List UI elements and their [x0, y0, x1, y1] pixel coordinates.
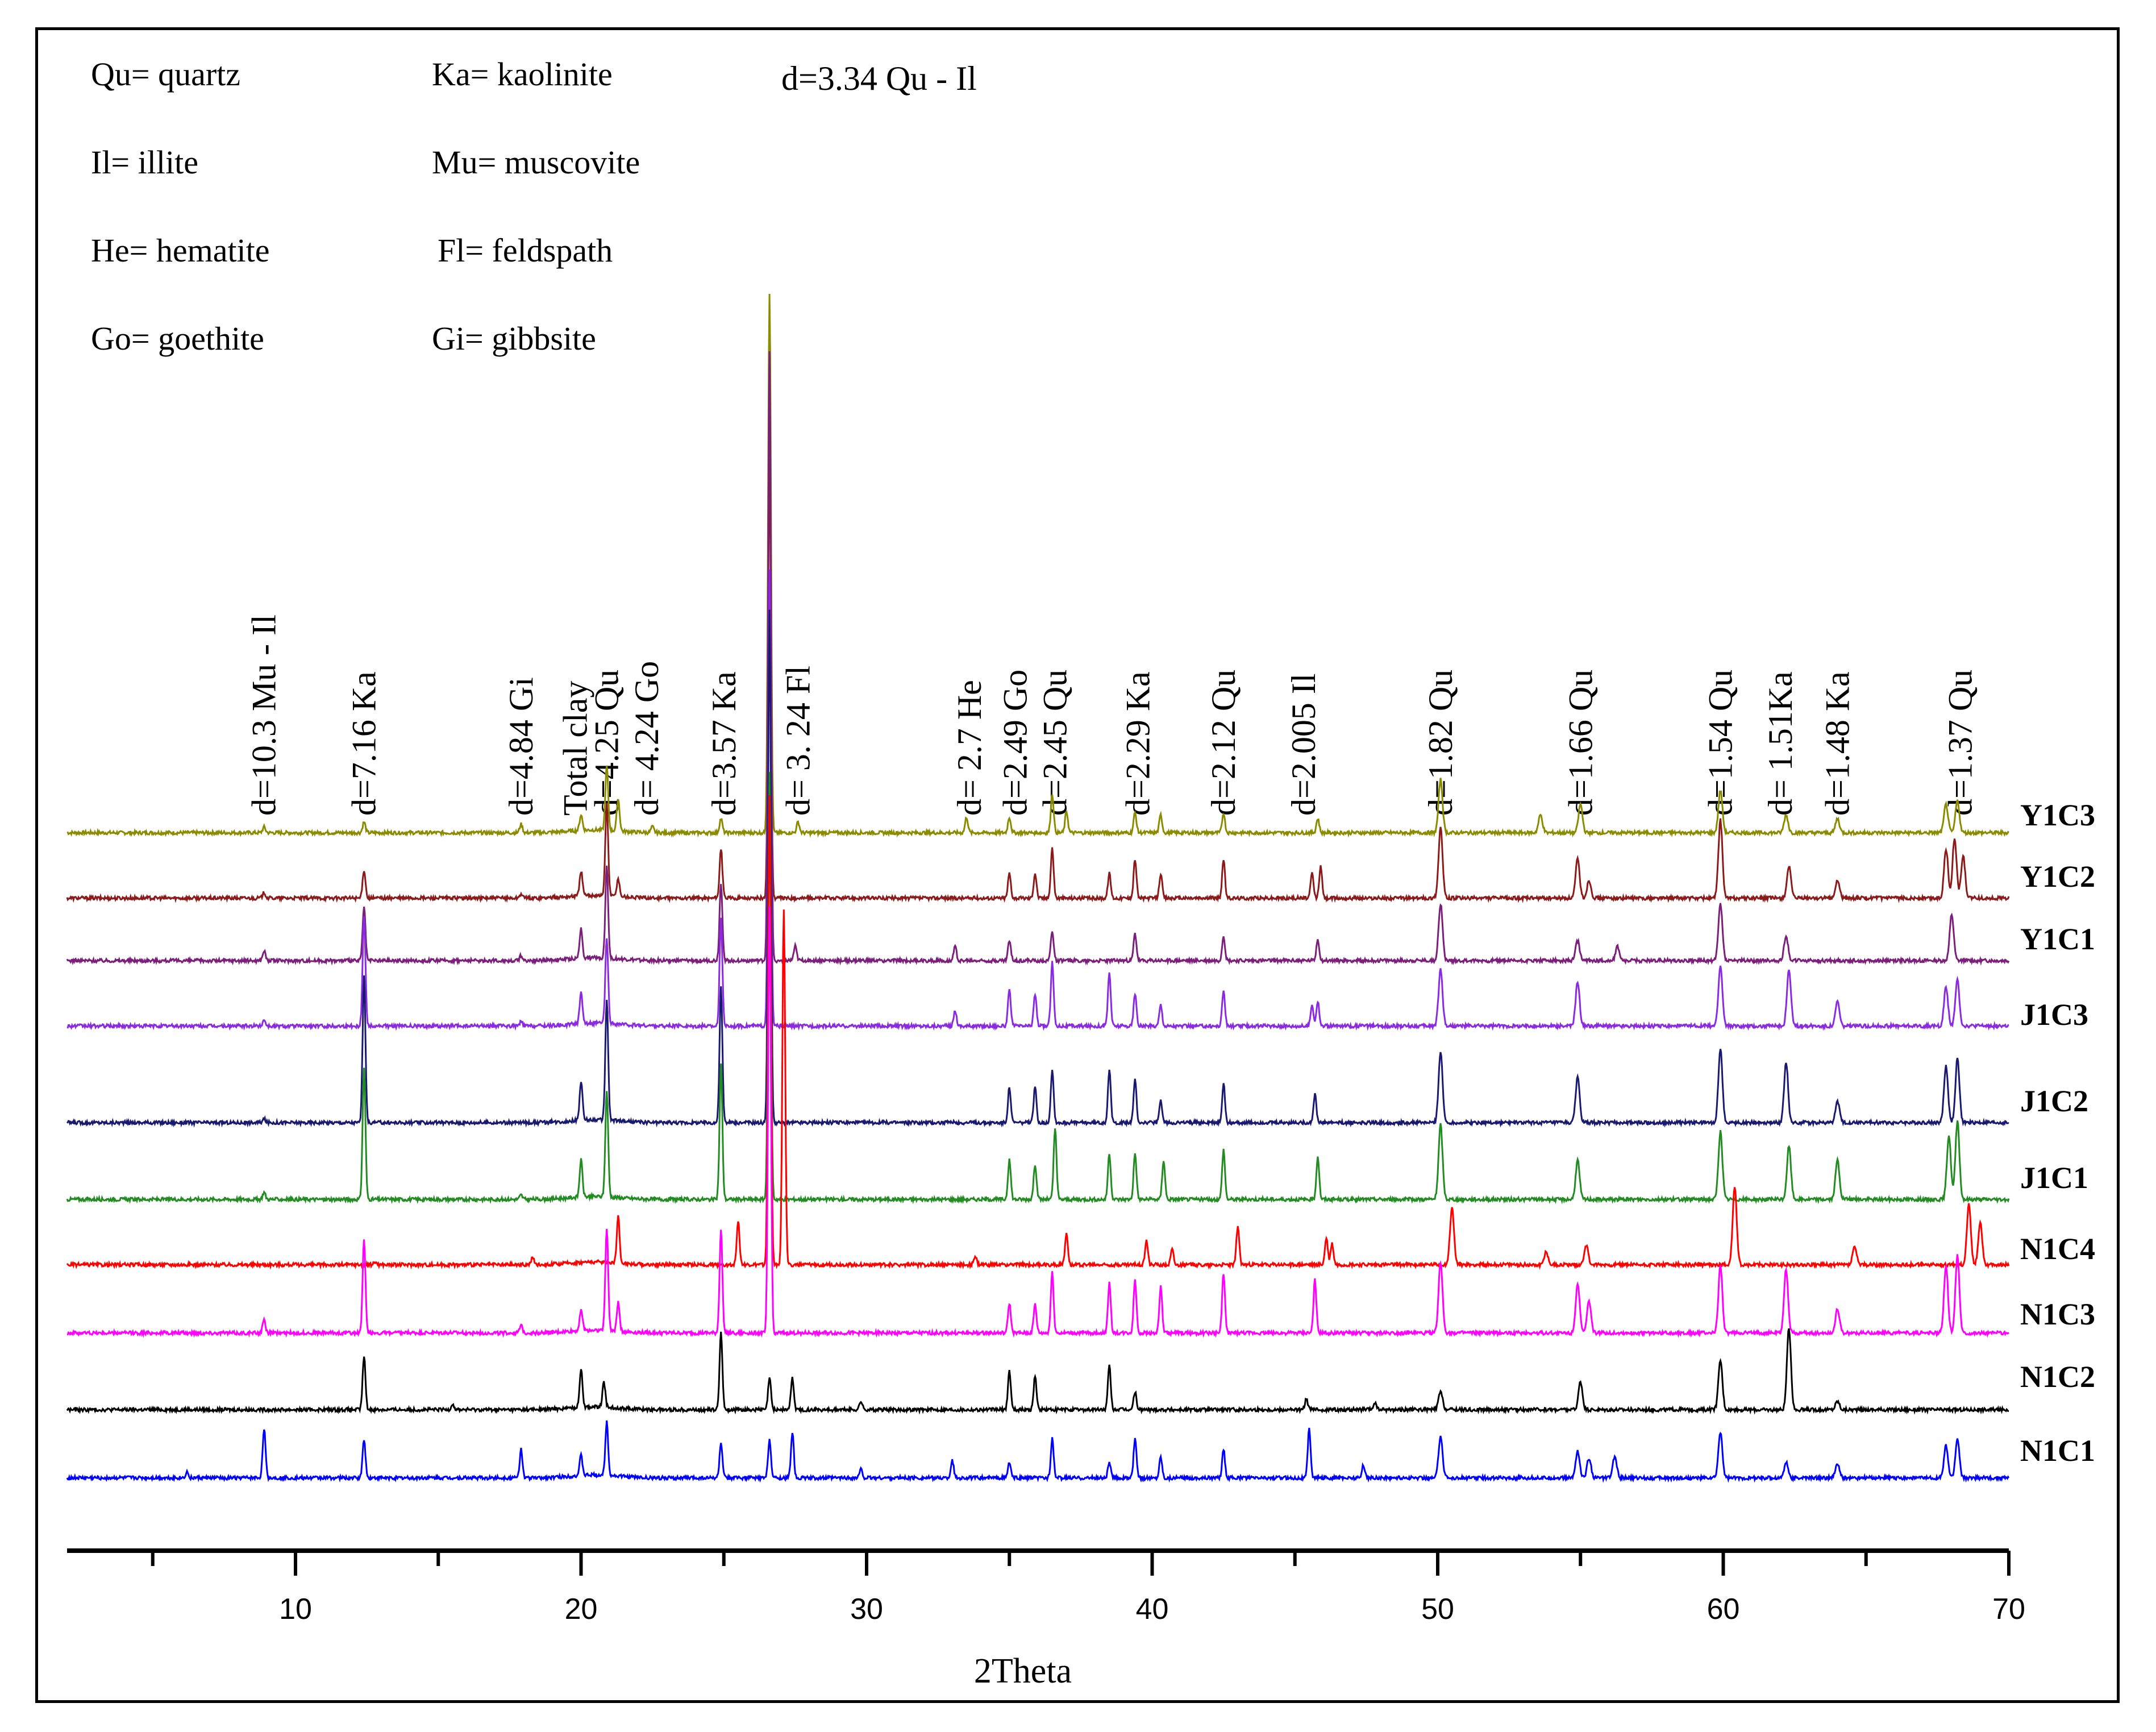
series-label-y1c2: Y1C2: [2020, 859, 2095, 894]
legend-entry: Il= illite: [91, 144, 198, 181]
x-tick-label: 20: [565, 1593, 598, 1626]
peak-annotation: d= 3. 24 Fl: [779, 666, 817, 816]
x-tick-label: 10: [279, 1593, 312, 1626]
peak-annotations: d=10.3 Mu - Il d=7.16 Ka d=4.84 Gi Total cl…: [245, 614, 1979, 816]
peak-annotation: d= 1.51Ka: [1762, 671, 1799, 816]
peak-annotation: Total clay: [556, 681, 594, 816]
peak-annotation: d=1.82 Qu: [1422, 670, 1459, 816]
x-axis-title: 2Theta: [974, 1652, 1072, 1691]
peak-annotation: d=1.37 Qu: [1942, 670, 1979, 816]
series-line-j1c1: [66, 772, 2010, 1204]
peak-annotation: d=3.57 Ka: [705, 671, 743, 816]
peak-annotation: d=4.25 Qu: [588, 670, 626, 816]
x-tick-label: 30: [850, 1593, 883, 1626]
x-tick-label: 50: [1421, 1593, 1454, 1626]
peak-annotation: d=2.49 Go: [996, 670, 1034, 816]
series-label-y1c3: Y1C3: [2020, 798, 2095, 832]
peak-annotation: d=2.005 Il: [1285, 674, 1322, 816]
series-line-j1c3: [66, 570, 2009, 1031]
series-label-n1c1: N1C1: [2020, 1434, 2095, 1468]
x-axis-ticks: 10 20 30 40 50 60 70: [151, 1551, 2025, 1626]
x-tick-label: 60: [1707, 1593, 1740, 1626]
peak-annotation: d=2.12 Qu: [1205, 670, 1242, 816]
series-label-j1c3: J1C3: [2020, 998, 2088, 1032]
legend-entry: Gi= gibbsite: [432, 320, 596, 357]
series-label-n1c2: N1C2: [2020, 1360, 2095, 1394]
series-line-n1c4: [66, 795, 2010, 1270]
series-label-n1c3: N1C3: [2020, 1297, 2095, 1331]
series-line-y1c1: [66, 351, 2010, 966]
main-peak-label: d=3.34 Qu - Il: [781, 60, 977, 97]
peak-annotation: d=2.45 Qu: [1037, 670, 1074, 816]
peak-annotation: d= 2.7 He: [951, 680, 988, 816]
series-label-n1c4: N1C4: [2020, 1232, 2095, 1266]
peak-annotation: d=2.29 Ka: [1119, 671, 1156, 816]
series-line-j1c2: [66, 609, 2009, 1128]
legend-entry: He= hematite: [91, 232, 270, 269]
legend-entry: Mu= muscovite: [432, 144, 640, 181]
series-label-j1c1: J1C1: [2020, 1161, 2088, 1195]
peak-annotation: d=4.84 Gi: [502, 677, 540, 816]
x-tick-label: 40: [1136, 1593, 1169, 1626]
series-line-n1c3: [66, 906, 2010, 1338]
legend-entry: Go= goethite: [91, 320, 264, 357]
series-line-y1c3: [66, 293, 2009, 838]
x-tick-label: 70: [1992, 1593, 2025, 1626]
legend-entry: Qu= quartz: [91, 56, 240, 93]
series-line-n1c1: [66, 1420, 2010, 1483]
legend-entry: Ka= kaolinite: [432, 56, 613, 93]
peak-annotation: d=1.54 Qu: [1701, 670, 1739, 816]
peak-annotation: d= 4.24 Go: [628, 661, 665, 816]
figure-frame: [35, 27, 2120, 1703]
series-line-y1c2: [66, 459, 2010, 904]
series-label-j1c2: J1C2: [2020, 1084, 2088, 1118]
peak-annotation: d=10.3 Mu - Il: [245, 614, 283, 816]
legend-entry: Fl= feldspath: [438, 232, 613, 269]
peak-annotation: d=7.16 Ka: [346, 671, 383, 816]
series-label-y1c1: Y1C1: [2020, 922, 2095, 956]
peak-annotation: d=1.66 Qu: [1562, 670, 1599, 816]
legend: Qu= quartz Ka= kaolinite Il= illite Mu= …: [91, 56, 640, 357]
series-labels: Y1C3 Y1C2 Y1C1 J1C3 J1C2 J1C1 N1C4 N1C3 N1C2 N1C1: [2020, 798, 2095, 1468]
diffraction-traces: [66, 293, 2010, 1483]
series-line-n1c2: [66, 1328, 2009, 1415]
peak-annotation: d=1.48 Ka: [1819, 671, 1857, 816]
